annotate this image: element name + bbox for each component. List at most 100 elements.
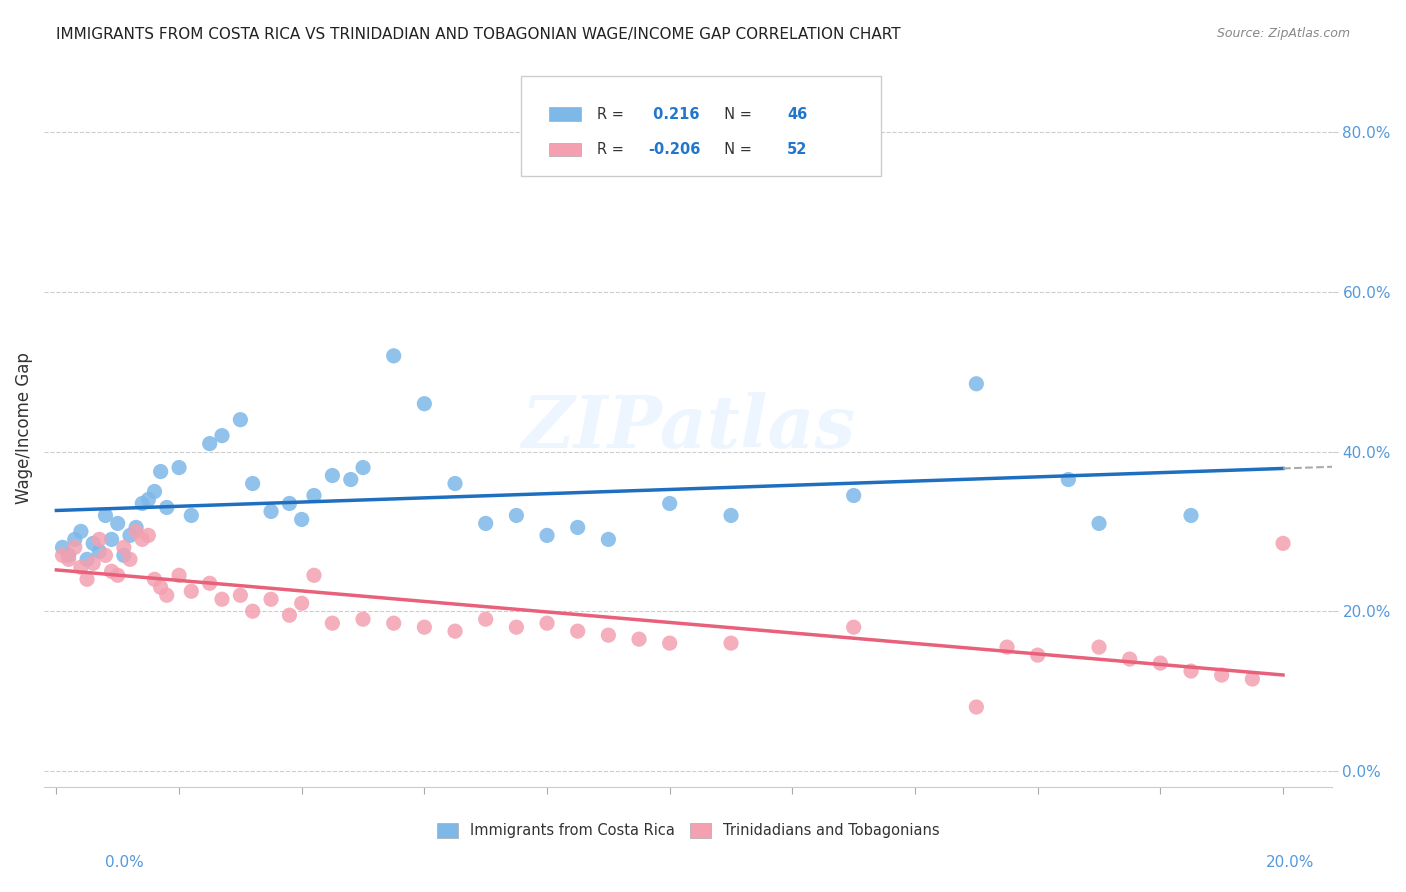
Point <box>995 640 1018 654</box>
Point <box>89 544 111 558</box>
Point <box>505 620 527 634</box>
Point <box>291 512 314 526</box>
Point <box>1118 652 1140 666</box>
Point <box>94 508 117 523</box>
Text: 20.0%: 20.0% <box>1267 855 1315 870</box>
Point <box>58 552 80 566</box>
Text: R =: R = <box>596 142 628 157</box>
Point <box>167 460 190 475</box>
Point <box>63 533 86 547</box>
Point <box>112 549 135 563</box>
Point <box>149 580 172 594</box>
Point <box>76 552 98 566</box>
Point <box>1272 536 1295 550</box>
Point <box>100 564 122 578</box>
Point <box>1180 664 1202 678</box>
Point <box>118 552 141 566</box>
Point <box>149 465 172 479</box>
Point <box>339 473 361 487</box>
Point <box>278 608 301 623</box>
Point <box>842 620 865 634</box>
Point <box>965 700 987 714</box>
Text: 52: 52 <box>787 142 807 157</box>
Point <box>138 528 160 542</box>
Point <box>1088 516 1111 531</box>
Point <box>131 533 153 547</box>
Point <box>567 624 589 639</box>
Point <box>628 632 651 647</box>
Point <box>444 476 467 491</box>
Point <box>125 520 148 534</box>
Point <box>291 596 314 610</box>
Point <box>229 412 252 426</box>
Point <box>70 560 93 574</box>
Point <box>1211 668 1233 682</box>
Point <box>842 488 865 502</box>
Point <box>107 568 129 582</box>
Point <box>89 533 111 547</box>
Text: N =: N = <box>716 107 756 121</box>
Point <box>138 492 160 507</box>
Point <box>51 549 73 563</box>
Point <box>965 376 987 391</box>
Point <box>505 508 527 523</box>
Text: 0.0%: 0.0% <box>105 855 145 870</box>
Point <box>321 468 343 483</box>
Text: -0.206: -0.206 <box>648 142 700 157</box>
Text: 0.216: 0.216 <box>648 107 700 121</box>
Point <box>1088 640 1111 654</box>
Point <box>229 588 252 602</box>
FancyBboxPatch shape <box>520 76 882 177</box>
Point <box>536 528 558 542</box>
Point <box>720 508 742 523</box>
Text: R =: R = <box>596 107 628 121</box>
FancyBboxPatch shape <box>548 143 581 156</box>
Y-axis label: Wage/Income Gap: Wage/Income Gap <box>15 351 32 504</box>
Point <box>143 572 166 586</box>
Text: ZIPatlas: ZIPatlas <box>522 392 855 463</box>
Point <box>598 628 620 642</box>
Point <box>211 428 233 442</box>
Point <box>1026 648 1049 662</box>
Point <box>70 524 93 539</box>
Point <box>302 568 325 582</box>
Point <box>444 624 467 639</box>
Point <box>413 620 436 634</box>
Point <box>198 436 221 450</box>
Point <box>180 584 202 599</box>
Point <box>302 488 325 502</box>
Point <box>156 500 179 515</box>
Point <box>242 476 264 491</box>
FancyBboxPatch shape <box>548 108 581 121</box>
Point <box>352 460 374 475</box>
Point <box>658 636 681 650</box>
Point <box>58 549 80 563</box>
Point <box>260 592 283 607</box>
Point <box>118 528 141 542</box>
Point <box>131 496 153 510</box>
Point <box>720 636 742 650</box>
Point <box>260 504 283 518</box>
Point <box>321 616 343 631</box>
Point <box>352 612 374 626</box>
Point <box>278 496 301 510</box>
Point <box>382 616 405 631</box>
Point <box>100 533 122 547</box>
Point <box>82 557 104 571</box>
Point <box>242 604 264 618</box>
Point <box>143 484 166 499</box>
Point <box>125 524 148 539</box>
Point <box>598 533 620 547</box>
Text: N =: N = <box>716 142 756 157</box>
Point <box>474 612 496 626</box>
Text: Source: ZipAtlas.com: Source: ZipAtlas.com <box>1216 27 1350 40</box>
Point <box>1149 656 1171 670</box>
Point <box>382 349 405 363</box>
Point <box>107 516 129 531</box>
Point <box>658 496 681 510</box>
Point <box>156 588 179 602</box>
Point <box>51 541 73 555</box>
Point <box>198 576 221 591</box>
Text: IMMIGRANTS FROM COSTA RICA VS TRINIDADIAN AND TOBAGONIAN WAGE/INCOME GAP CORRELA: IMMIGRANTS FROM COSTA RICA VS TRINIDADIA… <box>56 27 901 42</box>
Point <box>1241 672 1264 686</box>
